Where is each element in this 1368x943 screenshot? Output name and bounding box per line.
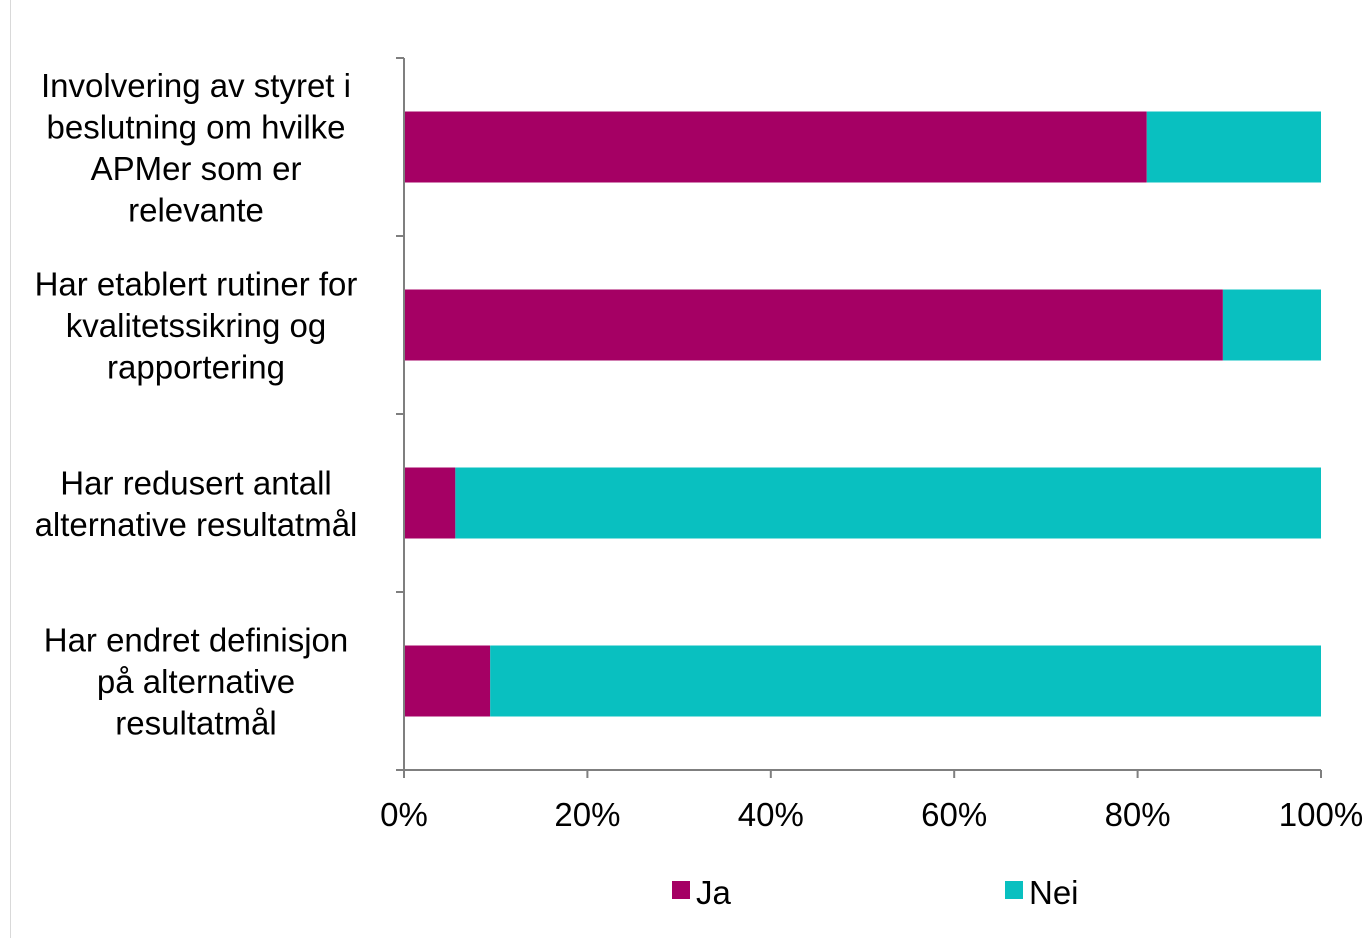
category-label-0: Involvering av styret i beslutning om hvi… xyxy=(41,67,351,229)
x-tick-label: 100% xyxy=(1279,796,1363,833)
category-label-line: APMer som er xyxy=(91,150,302,187)
bars-layer xyxy=(404,111,1321,717)
x-tick-label: 0% xyxy=(380,796,428,833)
category-label-line: Involvering av styret i xyxy=(41,67,351,104)
bar-ja-1 xyxy=(404,289,1223,361)
legend-label-nei: Nei xyxy=(1029,874,1079,911)
bar-nei-2 xyxy=(455,467,1321,539)
category-labels: Involvering av styret i beslutning om hvi… xyxy=(35,67,358,742)
category-label-line: kvalitetssikring og xyxy=(66,307,326,344)
x-tick-label: 60% xyxy=(921,796,987,833)
axis-layer xyxy=(396,57,1322,778)
category-label-line: beslutning om hvilke xyxy=(47,108,346,145)
category-label-line: rapportering xyxy=(107,349,285,386)
x-tick-label: 80% xyxy=(1105,796,1171,833)
category-label-line: Har endret definisjon xyxy=(44,622,349,659)
category-label-line: Har etablert rutiner for xyxy=(35,266,358,303)
bar-nei-0 xyxy=(1146,111,1321,183)
bar-nei-3 xyxy=(490,645,1321,717)
x-tick-label: 40% xyxy=(738,796,804,833)
legend: Ja Nei xyxy=(672,874,1079,911)
bar-ja-2 xyxy=(404,467,456,539)
category-label-line: resultatmål xyxy=(115,705,276,742)
x-tick-labels: 0% 20% 40% 60% 80% 100% xyxy=(380,796,1363,833)
bar-ja-3 xyxy=(404,645,491,717)
bar-nei-1 xyxy=(1222,289,1321,361)
legend-swatch-nei xyxy=(1005,881,1023,899)
x-tick-label: 20% xyxy=(554,796,620,833)
category-label-1: Har etablert rutiner for kvalitetssikring… xyxy=(35,266,358,386)
left-border-line xyxy=(10,0,11,938)
category-label-line: på alternative xyxy=(97,663,295,700)
legend-label-ja: Ja xyxy=(696,874,732,911)
bar-ja-0 xyxy=(404,111,1147,183)
category-label-line: alternative resultatmål xyxy=(35,506,358,543)
legend-swatch-ja xyxy=(672,881,690,899)
category-label-line: Har redusert antall xyxy=(60,464,331,501)
category-label-3: Har endret definisjon på alternative resul… xyxy=(44,622,349,742)
category-label-2: Har redusert antall alternative resultatm… xyxy=(35,464,358,543)
category-label-line: relevante xyxy=(128,191,264,228)
